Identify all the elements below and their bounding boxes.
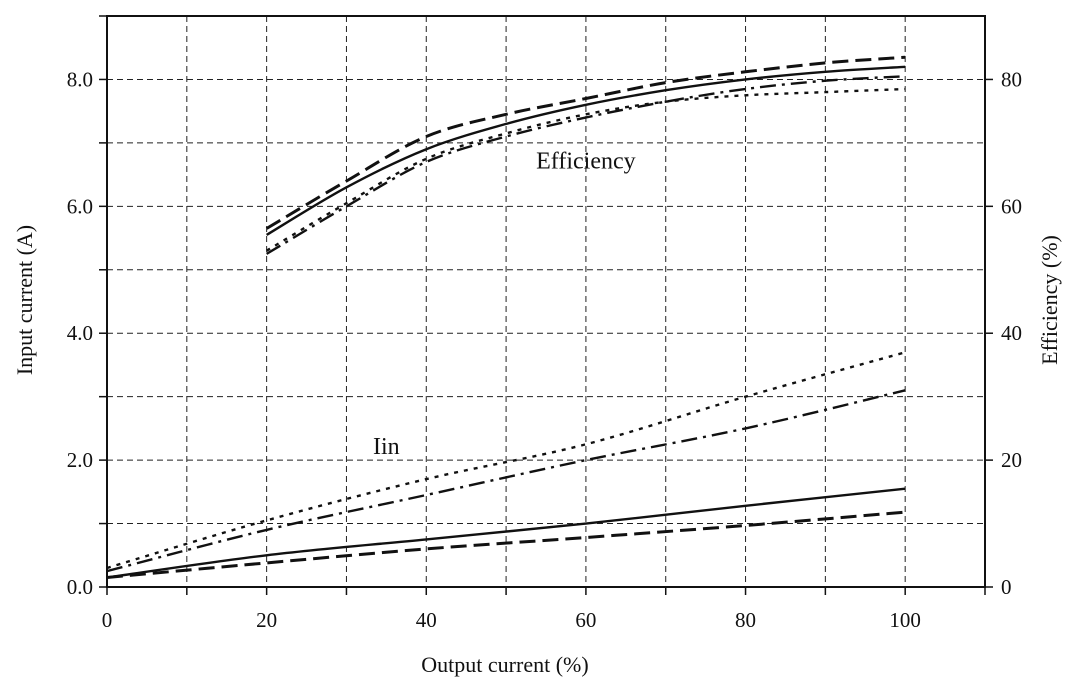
- x-tick-label: 40: [416, 608, 437, 632]
- annotations: Efficiency Iin: [373, 148, 636, 460]
- y-tick-label: 2.0: [67, 448, 93, 472]
- annotation-label: Iin: [373, 434, 400, 460]
- y-axis-title: Input current (A): [12, 225, 37, 375]
- y2-tick-label: 0: [1001, 575, 1012, 599]
- series-line-efficiency-dotted: [265, 87, 906, 252]
- y2-axis-title: Efficiency (%): [1037, 235, 1062, 365]
- y2-tick-label: 20: [1001, 448, 1022, 472]
- plot-frame: [106, 15, 986, 588]
- x-tick-label: 80: [735, 608, 756, 632]
- tick-marks: [99, 15, 993, 595]
- y2-tick-label: 40: [1001, 321, 1022, 345]
- series-layer: [106, 55, 906, 579]
- grid-lines: [107, 16, 985, 587]
- series-line-input-current-dashdot: [106, 389, 906, 573]
- series-line-efficiency-dashed: [265, 55, 906, 230]
- tick-labels: 0.0 2.0 4.0 6.0 8.0 0 20 40 60 80 0 20 40 60 80 100: [67, 67, 1022, 632]
- x-tick-label: 0: [102, 608, 113, 632]
- annotation-label: Efficiency: [536, 148, 636, 174]
- x-tick-label: 60: [575, 608, 596, 632]
- series-line-input-current-dotted: [106, 351, 906, 570]
- y-tick-label: 6.0: [67, 194, 93, 218]
- series-line-input-current-solid: [106, 487, 906, 579]
- series-line-efficiency-dashdot: [265, 75, 906, 255]
- y-tick-label: 4.0: [67, 321, 93, 345]
- x-axis-title: Output current (%): [421, 652, 588, 677]
- y-tick-label: 8.0: [67, 67, 93, 91]
- x-tick-label: 20: [256, 608, 277, 632]
- y2-tick-label: 60: [1001, 194, 1022, 218]
- series-line-input-current-dashed: [106, 510, 906, 579]
- x-tick-label: 100: [889, 608, 921, 632]
- series-line-efficiency-solid: [265, 65, 906, 236]
- y-tick-label: 0.0: [67, 575, 93, 599]
- y2-tick-label: 80: [1001, 67, 1022, 91]
